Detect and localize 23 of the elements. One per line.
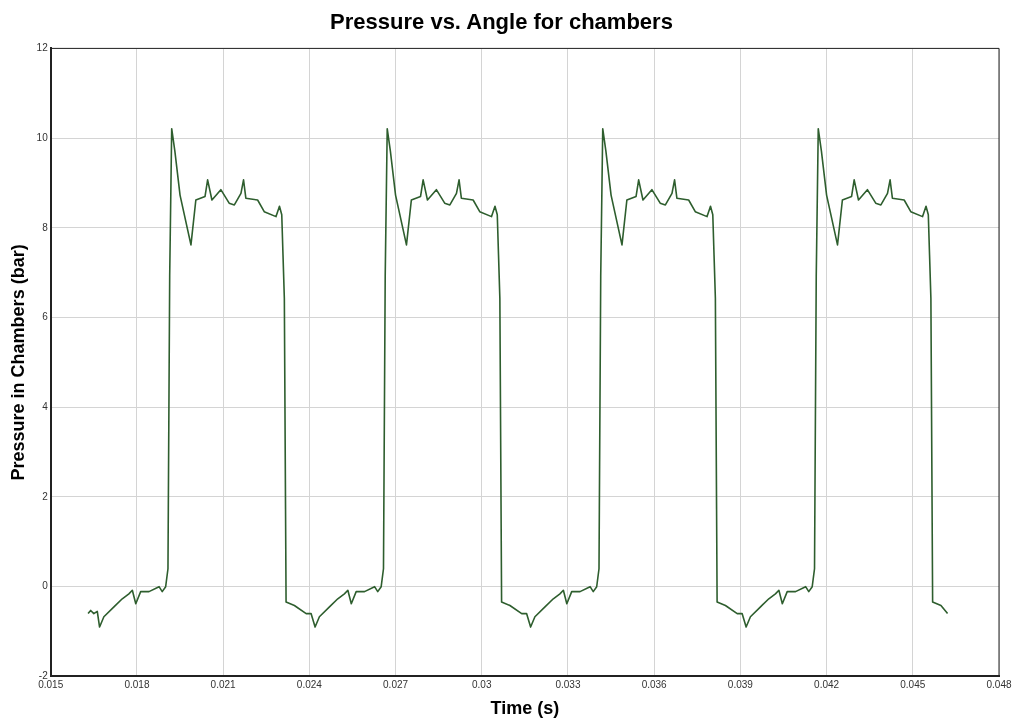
x-tick-label: 0.033 (555, 679, 581, 691)
x-axis-title: Time (s) (490, 698, 560, 719)
y-axis-title: Pressure in Chambers (bar) (7, 244, 28, 481)
y-tick-label: 12 (36, 42, 49, 54)
chart-title: Pressure vs. Angle for chambers (330, 9, 673, 35)
x-tick-label: 0.045 (900, 679, 926, 691)
x-tick-label: 0.024 (296, 679, 323, 691)
x-tick-label: 0.021 (210, 679, 237, 691)
y-tick-label: -2 (38, 670, 49, 682)
x-tick-label: 0.027 (383, 679, 409, 691)
y-tick-label: 2 (42, 490, 49, 502)
x-tick-label: 0.039 (727, 679, 754, 691)
x-tick-label: 0.048 (986, 679, 1012, 691)
y-tick-label: 6 (42, 311, 49, 323)
x-tick-label: 0.03 (472, 679, 492, 691)
x-tick-label: 0.018 (124, 679, 150, 691)
y-tick-label: 0 (42, 580, 49, 592)
x-tick-label: 0.015 (38, 679, 64, 691)
y-tick-label: 10 (36, 131, 49, 143)
x-tick-label: 0.036 (641, 679, 668, 691)
y-tick-label: 8 (42, 221, 49, 233)
x-tick-label: 0.042 (814, 679, 840, 691)
y-tick-label: 4 (42, 401, 49, 413)
